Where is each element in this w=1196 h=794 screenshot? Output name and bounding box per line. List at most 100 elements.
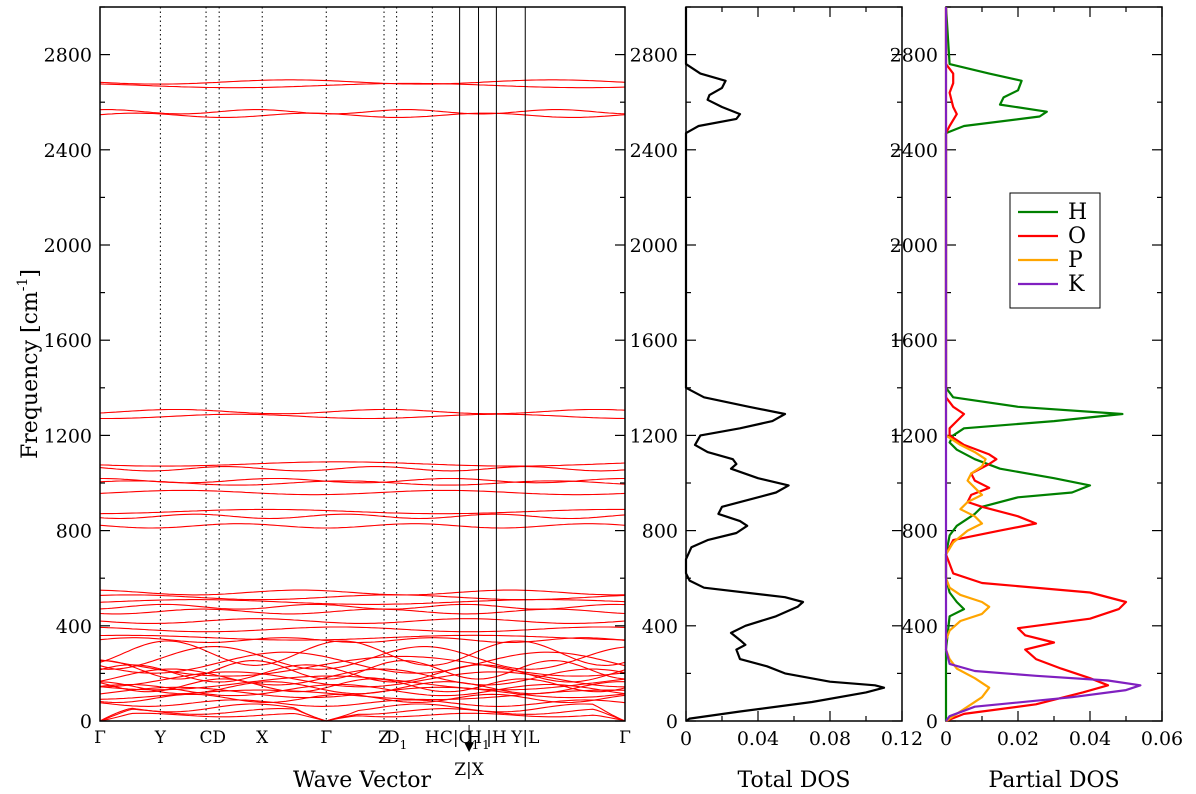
band-ytick-label: 2800 xyxy=(44,45,92,67)
band-line xyxy=(99,626,626,633)
kpoint-label: Y|L xyxy=(510,728,539,748)
kpoint-lines xyxy=(159,7,526,721)
partial-dos-xlabel: Partial DOS xyxy=(988,768,1119,793)
band-line xyxy=(99,79,626,85)
band-line xyxy=(99,699,626,707)
partial-dos-ytick-label: 400 xyxy=(902,616,938,638)
band-line xyxy=(99,712,626,722)
kpoint-label: Γ xyxy=(619,728,631,748)
total-dos-ytick-label: 2000 xyxy=(630,235,678,257)
kpoint-label: Γ xyxy=(320,728,332,748)
band-line xyxy=(99,589,625,596)
total-dos-xtick-label: 0.12 xyxy=(881,728,923,750)
kpoint-label: C xyxy=(200,728,213,748)
partial-dos-xtick-label: 0.04 xyxy=(1069,728,1111,750)
band-lines xyxy=(99,79,626,722)
total-dos-ytick-label: 1600 xyxy=(630,330,678,352)
band-line xyxy=(99,461,626,467)
band-line xyxy=(99,599,626,605)
partial-dos-line-o xyxy=(944,7,1128,723)
total-dos-frame xyxy=(685,6,903,722)
band-line xyxy=(99,508,625,515)
total-dos-ytick-label: 0 xyxy=(666,711,678,733)
partial-dos-lines xyxy=(944,6,1142,723)
legend-label-k: K xyxy=(1068,272,1085,297)
partial-dos-ytick-label: 0 xyxy=(926,711,938,733)
band-xlabel: Wave Vector xyxy=(293,768,432,793)
total-dos-xtick-label: 0 xyxy=(680,728,692,750)
band-line xyxy=(99,693,626,704)
band-line xyxy=(99,651,626,674)
kpoint-label: D1 xyxy=(386,728,407,752)
band-line xyxy=(99,678,626,693)
band-line xyxy=(99,408,626,415)
partial-dos-xtick-label: 0.06 xyxy=(1141,728,1183,750)
band-line xyxy=(99,112,626,118)
partial-dos-line-h xyxy=(944,6,1124,721)
kpoint-special-label: Z|X xyxy=(454,760,485,780)
legend-label-o: O xyxy=(1068,224,1086,249)
band-line xyxy=(99,681,625,695)
band-line xyxy=(99,82,626,89)
band-ytick-label: 2400 xyxy=(44,140,92,162)
band-line xyxy=(99,618,626,624)
band-ytick-label: 400 xyxy=(56,616,92,638)
kpoint-label: |H xyxy=(486,728,507,748)
total-dos-ytick-label: 800 xyxy=(642,521,678,543)
band-structure-frame xyxy=(99,6,626,722)
kpoint-label: X xyxy=(256,728,269,748)
band-line xyxy=(99,489,626,496)
total-dos-ytick-label: 1200 xyxy=(630,425,678,447)
band-ytick-label: 800 xyxy=(56,521,92,543)
band-line xyxy=(99,664,626,683)
kpoint-label: H xyxy=(425,728,440,748)
band-line xyxy=(99,640,626,666)
band-ytick-label: 1600 xyxy=(44,330,92,352)
kpoint-label: Z xyxy=(378,728,390,748)
band-line xyxy=(99,608,626,615)
band-line xyxy=(99,646,626,670)
band-ytick-label: 2000 xyxy=(44,235,92,257)
band-ylabel: Frequency [cm-1] xyxy=(15,269,43,459)
partial-dos-ytick-label: 2000 xyxy=(890,235,938,257)
band-ytick-label: 0 xyxy=(80,711,92,733)
partial-dos-xtick-label: 0.02 xyxy=(997,728,1039,750)
band-line xyxy=(99,660,626,680)
band-line xyxy=(100,477,625,484)
total-dos-xlabel: Total DOS xyxy=(738,768,851,793)
total-dos-x-ticks: 0 0.04 0.08 0.12 xyxy=(680,7,923,750)
kpoint-label: D xyxy=(212,728,226,748)
partial-dos-ytick-label: 1600 xyxy=(890,330,938,352)
band-line xyxy=(99,708,626,722)
kpoint-label: C|C1 xyxy=(440,728,479,752)
total-dos-y-ticks: 0 400 800 1200 1600 2000 2400 2800 xyxy=(630,6,902,733)
kpoint-arrow-icon xyxy=(464,725,474,753)
partial-dos-line-k xyxy=(944,7,1142,722)
total-dos-line xyxy=(684,7,886,722)
legend-label-h: H xyxy=(1068,200,1087,225)
band-line xyxy=(99,603,626,610)
legend-label-p: P xyxy=(1068,248,1083,273)
band-line xyxy=(100,634,626,641)
band-line xyxy=(99,594,626,601)
partial-dos-ytick-label: 800 xyxy=(902,521,938,543)
band-y-ticks: 0 400 800 1200 1600 2000 2400 2800 xyxy=(44,6,625,733)
total-dos-xtick-label: 0.04 xyxy=(737,728,779,750)
partial-dos-y-ticks: 0 400 800 1200 1600 2000 2400 2800 xyxy=(890,6,1162,733)
band-line xyxy=(99,466,626,472)
partial-dos-panel: 0 400 800 1200 1600 2000 2400 2800 0 0.02 0.04 0.0… xyxy=(890,6,1183,793)
band-ytick-label: 1200 xyxy=(44,425,92,447)
partial-dos-x-ticks: 0 0.02 0.04 0.06 xyxy=(940,7,1183,750)
band-line xyxy=(99,637,626,644)
band-line xyxy=(99,683,626,697)
band-line xyxy=(100,671,625,688)
band-line xyxy=(99,523,626,529)
band-line xyxy=(99,703,626,722)
band-line xyxy=(100,413,626,420)
total-dos-lines xyxy=(684,7,886,722)
total-dos-xtick-label: 0.08 xyxy=(809,728,851,750)
partial-dos-frame xyxy=(945,6,1163,722)
band-line xyxy=(99,109,626,115)
